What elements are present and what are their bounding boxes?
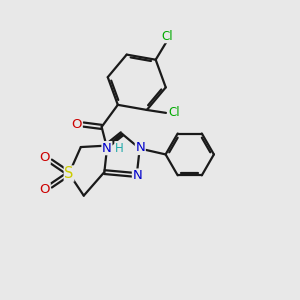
Text: O: O — [72, 118, 82, 131]
Text: N: N — [102, 142, 112, 154]
Text: N: N — [133, 169, 142, 182]
Text: Cl: Cl — [161, 30, 173, 43]
Text: H: H — [115, 142, 124, 154]
Text: S: S — [64, 166, 74, 181]
Text: O: O — [40, 183, 50, 196]
Text: N: N — [135, 141, 145, 154]
Text: O: O — [40, 151, 50, 164]
Text: Cl: Cl — [168, 106, 180, 119]
